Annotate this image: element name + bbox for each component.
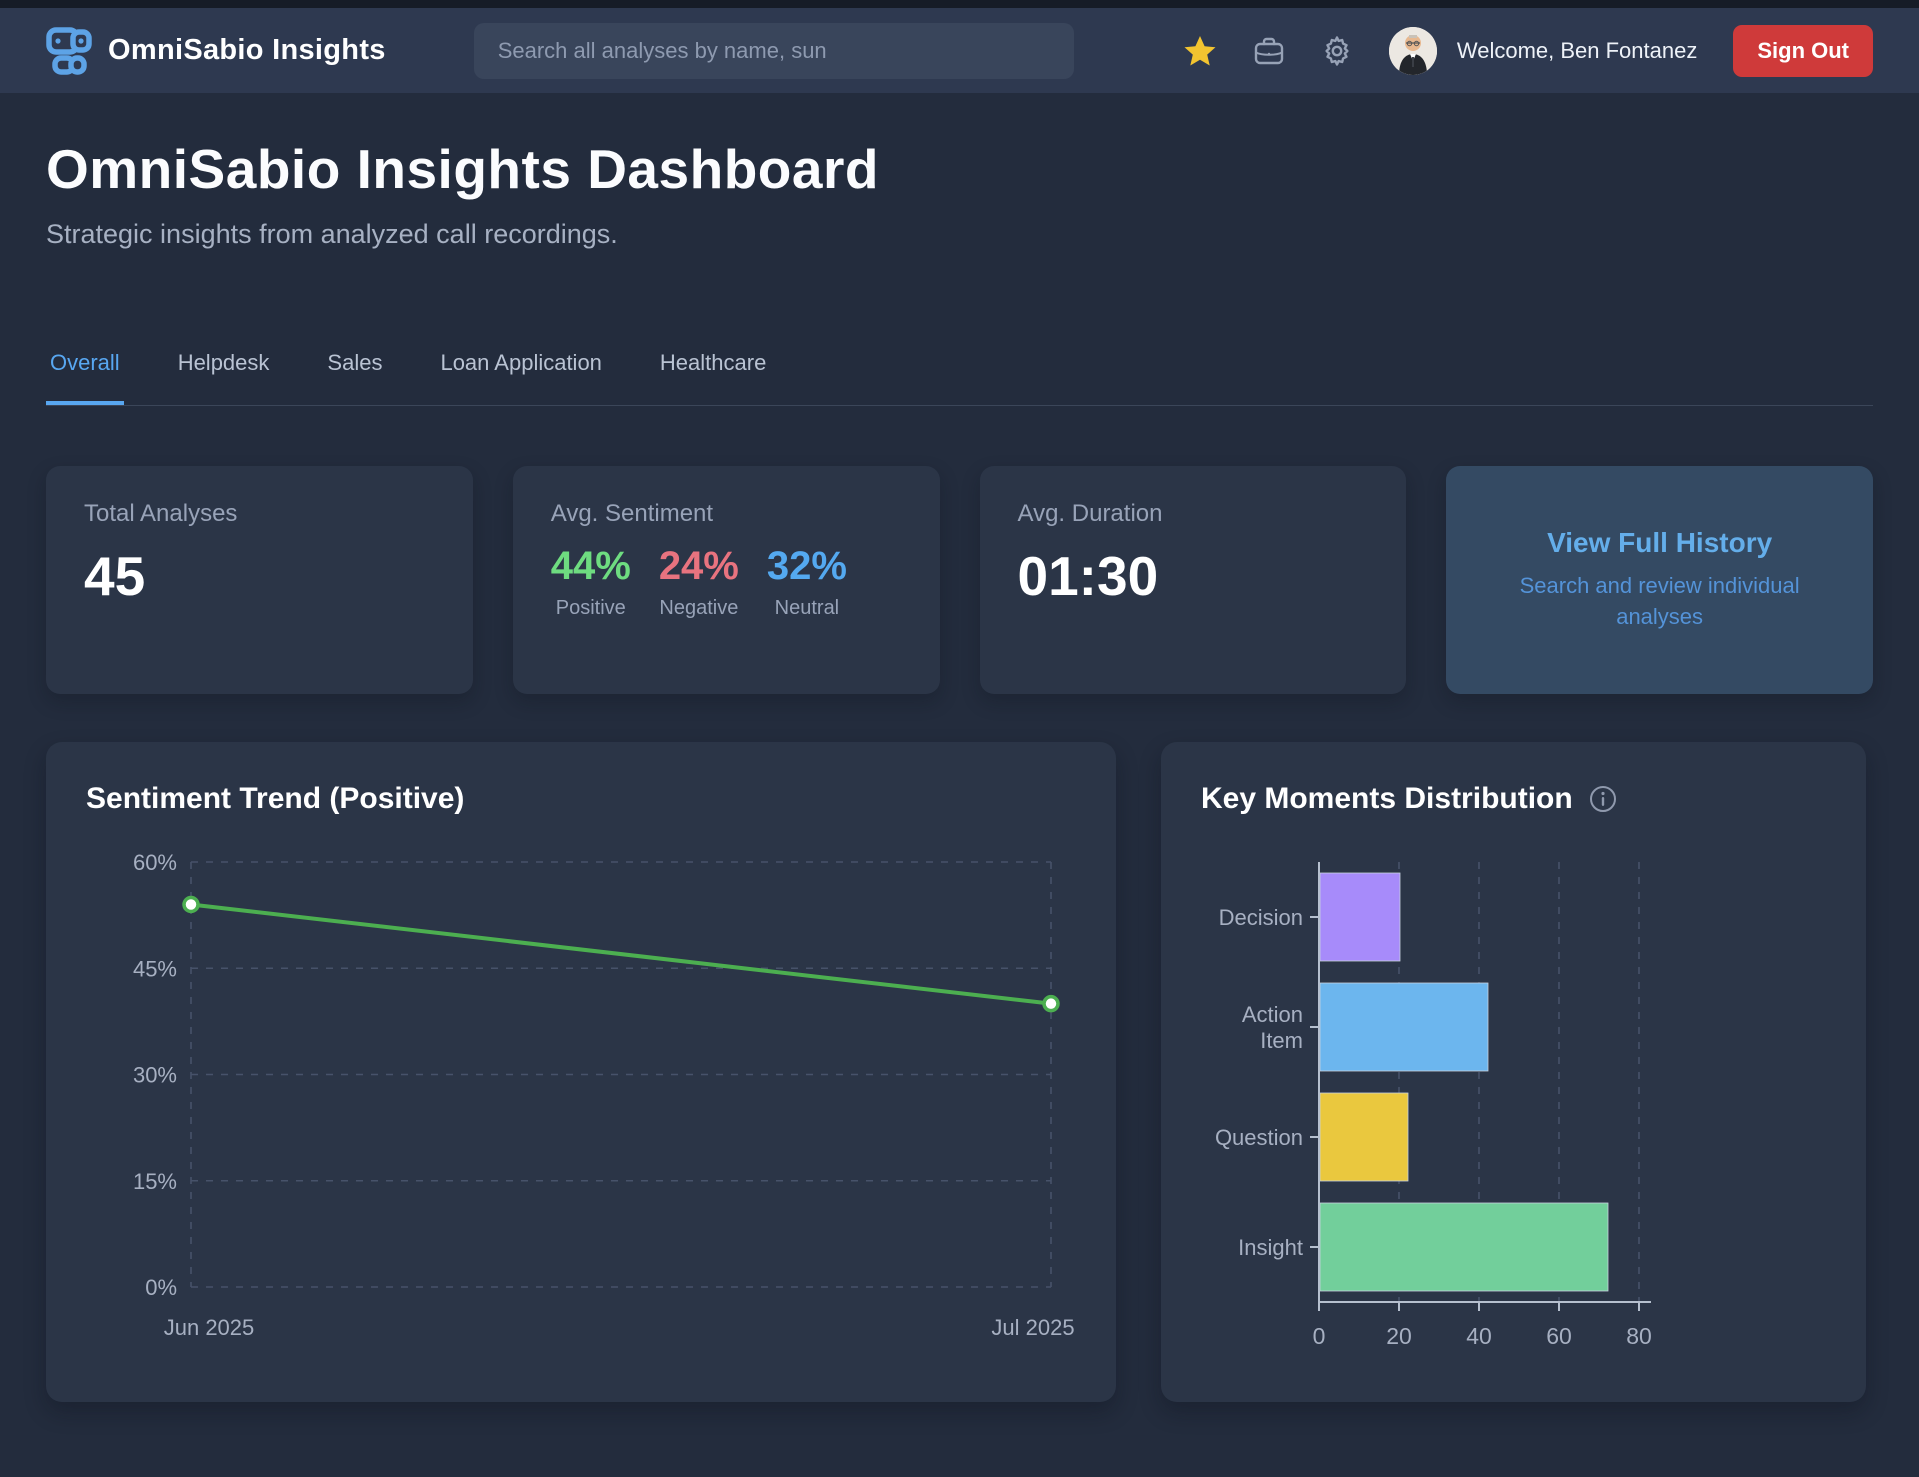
welcome-text: Welcome, Ben Fontanez	[1456, 37, 1698, 63]
svg-text:Decision: Decision	[1219, 905, 1303, 930]
avatar[interactable]	[1388, 26, 1437, 75]
positive-value: 44%	[550, 544, 631, 588]
sentiment-trend-line-chart: 0% 15% 30% 45% 60% Jun 2025 Jul 2025	[133, 850, 1075, 1340]
key-moments-panel: Key Moments Distribution 0 20 40 60 80 Decisi…	[1161, 742, 1866, 1402]
page-title: OmniSabio Insights Dashboard	[46, 138, 879, 200]
svg-text:40: 40	[1466, 1323, 1492, 1349]
svg-text:60%: 60%	[133, 850, 177, 875]
total-analyses-card: Total Analyses 45	[46, 466, 473, 694]
sentiment-neutral: 32% Neutral	[767, 544, 847, 620]
negative-value: 24%	[658, 544, 739, 588]
page-subtitle: Strategic insights from analyzed call re…	[46, 219, 618, 249]
window-top-edge	[0, 0, 1919, 8]
svg-text:45%: 45%	[133, 956, 177, 981]
navbar: OmniSabio Insights	[0, 8, 1919, 93]
main-content: OmniSabio Insights Dashboard Strategic i…	[0, 137, 1919, 1402]
avg-duration-label: Avg. Duration	[1017, 500, 1163, 527]
gear-icon	[1321, 35, 1353, 67]
sign-out-button[interactable]: Sign Out	[1733, 24, 1873, 77]
neutral-value: 32%	[766, 544, 847, 588]
negative-label: Negative	[659, 597, 739, 619]
svg-text:15%: 15%	[133, 1169, 177, 1194]
key-moments-title: Key Moments Distribution	[1201, 782, 1573, 815]
svg-text:60: 60	[1546, 1323, 1572, 1349]
svg-text:Insight: Insight	[1238, 1235, 1303, 1260]
settings-button[interactable]	[1321, 35, 1353, 67]
brand[interactable]: OmniSabio Insights	[46, 26, 386, 75]
avg-duration-card: Avg. Duration 01:30	[979, 466, 1407, 694]
tab-sales[interactable]: Sales	[323, 350, 386, 405]
brand-title: OmniSabio Insights	[108, 34, 386, 66]
sentiment-trend-panel: Sentiment Trend (Positive) 0% 15% 30% 45% 60…	[46, 742, 1116, 1402]
view-full-history-card[interactable]: View Full History Search and review indi…	[1446, 466, 1873, 694]
tab-helpdesk[interactable]: Helpdesk	[174, 350, 274, 405]
avg-duration-value: 01:30	[1017, 545, 1159, 607]
svg-text:20: 20	[1386, 1323, 1412, 1349]
svg-text:0: 0	[1313, 1323, 1326, 1349]
total-analyses-value: 45	[84, 545, 146, 607]
neutral-label: Neutral	[774, 597, 840, 619]
tab-healthcare[interactable]: Healthcare	[656, 350, 770, 405]
positive-label: Positive	[555, 597, 626, 619]
info-icon[interactable]	[1589, 785, 1617, 813]
star-icon	[1183, 35, 1217, 67]
tab-overall[interactable]: Overall	[46, 350, 124, 405]
view-full-history-subtitle: Search and review individual analyses	[1519, 573, 1800, 629]
sentiment-negative: 24% Negative	[659, 544, 739, 620]
avg-sentiment-label: Avg. Sentiment	[550, 500, 714, 527]
svg-text:0%: 0%	[145, 1275, 177, 1300]
favorites-button[interactable]	[1183, 35, 1217, 67]
total-analyses-label: Total Analyses	[84, 500, 238, 527]
view-full-history-title: View Full History	[1547, 527, 1773, 559]
sentiment-trend-title: Sentiment Trend (Positive)	[86, 782, 465, 815]
svg-text:30%: 30%	[133, 1063, 177, 1088]
svg-text:80: 80	[1626, 1323, 1652, 1349]
briefcase-icon	[1253, 35, 1285, 67]
portfolio-button[interactable]	[1253, 35, 1285, 67]
tab-loan-application[interactable]: Loan Application	[436, 350, 605, 405]
svg-text:Question: Question	[1215, 1125, 1303, 1150]
search-input[interactable]	[473, 22, 1074, 79]
tab-bar: Overall Helpdesk Sales Loan Application …	[46, 350, 1873, 406]
svg-text:Jun 2025: Jun 2025	[164, 1315, 255, 1340]
logo-blocks-icon	[46, 26, 92, 75]
stat-cards: Total Analyses 45 Avg. Sentiment 44% Pos…	[46, 466, 1873, 694]
key-moments-bar-chart: 0 20 40 60 80 Decision Action Item Question Insig…	[1215, 862, 1652, 1349]
sentiment-positive: 44% Positive	[551, 544, 631, 620]
svg-text:Jul 2025: Jul 2025	[991, 1315, 1074, 1340]
avg-sentiment-card: Avg. Sentiment 44% Positive 24% Negative…	[512, 466, 940, 694]
